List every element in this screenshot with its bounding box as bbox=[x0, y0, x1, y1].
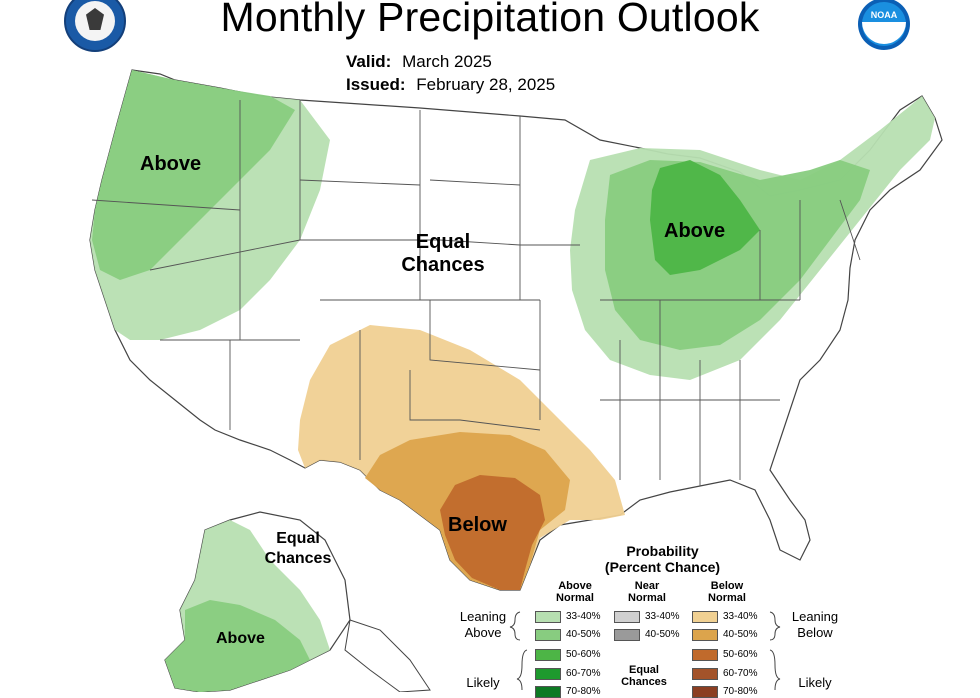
legend-near-head-2: Normal bbox=[628, 592, 666, 604]
legend-below-swatch-label-1: 33-40% bbox=[723, 611, 758, 622]
legend-brackets bbox=[509, 611, 781, 691]
legend-below-swatch-label-2: 40-50% bbox=[723, 629, 758, 640]
legend-near-head-1: Near bbox=[634, 580, 660, 592]
legend-above-swatch-label-4: 60-70% bbox=[566, 668, 601, 679]
legend-likely-left: Likely bbox=[466, 675, 500, 690]
legend-above-head-1: Above bbox=[558, 580, 592, 592]
legend-near-swatch-2 bbox=[614, 629, 640, 641]
legend-above-head-2: Normal bbox=[556, 592, 594, 604]
leaning-above-1: Leaning bbox=[459, 609, 507, 624]
label-alaska-equal-chances: Equal Chances bbox=[258, 529, 338, 569]
leaning-below-2: Below bbox=[797, 625, 833, 640]
legend-above-swatch-2 bbox=[535, 629, 561, 641]
valid-label: Valid: bbox=[346, 52, 392, 71]
leaning-above-2: Above bbox=[464, 625, 502, 640]
label-chances: Chances bbox=[401, 254, 485, 276]
legend-above-swatch-label-3: 50-60% bbox=[566, 649, 601, 660]
label-great-lakes-above: Above bbox=[664, 220, 726, 242]
department-of-commerce-seal-icon bbox=[64, 0, 126, 52]
legend-below-head-2: Normal bbox=[708, 592, 746, 604]
state-boundaries bbox=[91, 100, 861, 486]
northwest-above-40-50 bbox=[92, 70, 295, 280]
valid-value: March 2025 bbox=[402, 52, 492, 71]
label-northwest-above: Above bbox=[140, 153, 202, 175]
label-equal: Equal bbox=[415, 231, 471, 253]
legend-below-swatch-1 bbox=[692, 611, 718, 623]
legend-above-swatch-5 bbox=[535, 686, 561, 698]
legend-above-swatch-label-5: 70-80% bbox=[566, 686, 601, 697]
legend-above-swatch-1 bbox=[535, 611, 561, 623]
legend-near-swatch-label-2: 40-50% bbox=[645, 629, 680, 640]
legend-near-swatch-1 bbox=[614, 611, 640, 623]
legend-near-normal-header: Near Normal bbox=[620, 580, 674, 604]
legend-below-normal-header: Below Normal bbox=[700, 580, 754, 604]
legend-below-swatch-2 bbox=[692, 629, 718, 641]
legend-equal-chances: Equal Chances bbox=[616, 664, 672, 688]
legend-below-swatch-label-3: 50-60% bbox=[723, 649, 758, 660]
legend-above-swatch-label-2: 40-50% bbox=[566, 629, 601, 640]
valid-line: Valid: March 2025 bbox=[346, 52, 492, 72]
label-alaska-above: Above bbox=[216, 630, 265, 647]
label-texas-below: Below bbox=[448, 514, 507, 536]
legend-below-swatch-label-5: 70-80% bbox=[723, 686, 758, 697]
label-alaska-equal: Equal bbox=[276, 530, 320, 547]
alaska-panhandle bbox=[344, 619, 431, 692]
legend-leaning-above: Leaning Above bbox=[454, 609, 512, 641]
noaa-logo-text: NOAA bbox=[870, 10, 898, 20]
legend-below-head-1: Below bbox=[710, 580, 744, 592]
legend-below-swatch-3 bbox=[692, 649, 718, 661]
legend-chances: Chances bbox=[621, 676, 667, 688]
legend-leaning-below: Leaning Below bbox=[786, 609, 844, 641]
legend-above-normal-header: Above Normal bbox=[548, 580, 602, 604]
legend-title-line1: Probability bbox=[626, 543, 699, 559]
legend-title-line2: (Percent Chance) bbox=[604, 559, 721, 575]
southern-below-50-60 bbox=[440, 475, 545, 590]
page-title: Monthly Precipitation Outlook bbox=[220, 0, 760, 40]
great-lakes-above-50-60 bbox=[650, 160, 760, 275]
legend-above-swatch-label-1: 33-40% bbox=[566, 611, 601, 622]
alaska-above-40-50 bbox=[165, 600, 310, 692]
legend-below-swatch-5 bbox=[692, 686, 718, 698]
legend-equal: Equal bbox=[629, 664, 659, 676]
issued-line: Issued: February 28, 2025 bbox=[346, 75, 555, 95]
legend-below-swatch-label-4: 60-70% bbox=[723, 668, 758, 679]
legend-above-swatch-4 bbox=[535, 668, 561, 680]
legend-above-swatch-3 bbox=[535, 649, 561, 661]
legend-likely-right: Likely bbox=[798, 675, 832, 690]
noaa-logo-icon: NOAA bbox=[858, 0, 910, 50]
issued-value: February 28, 2025 bbox=[416, 75, 556, 94]
legend-near-swatch-label-1: 33-40% bbox=[645, 611, 680, 622]
label-alaska-chances: Chances bbox=[264, 550, 332, 567]
legend-title: Probability (Percent Chance) bbox=[560, 543, 765, 575]
legend-below-swatch-4 bbox=[692, 668, 718, 680]
issued-label: Issued: bbox=[346, 75, 406, 94]
leaning-below-1: Leaning bbox=[791, 609, 839, 624]
label-equal-chances: Equal Chances bbox=[392, 231, 494, 277]
